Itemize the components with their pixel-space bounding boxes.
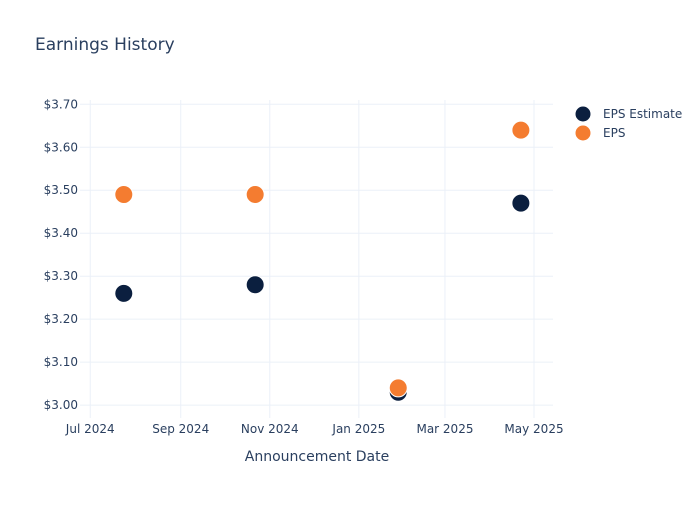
x-tick-label: Jul 2024	[65, 422, 115, 436]
x-tick-label: Sep 2024	[152, 422, 209, 436]
data-point-eps-estimate[interactable]	[114, 283, 134, 303]
legend-marker	[574, 124, 592, 142]
data-point-eps[interactable]	[245, 185, 265, 205]
x-tick-label: Nov 2024	[241, 422, 299, 436]
data-points	[114, 120, 531, 402]
legend-label: EPS	[603, 126, 625, 140]
legend-label: EPS Estimate	[603, 107, 682, 121]
y-tick-label: $3.60	[44, 140, 78, 154]
x-tick-label: Jan 2025	[331, 422, 385, 436]
legend: EPS Estimate EPS	[574, 105, 682, 142]
data-point-eps[interactable]	[511, 120, 531, 140]
data-point-eps-estimate[interactable]	[245, 275, 265, 295]
y-tick-label: $3.70	[44, 97, 78, 111]
y-tick-label: $3.40	[44, 226, 78, 240]
y-tick-label: $3.00	[44, 398, 78, 412]
chart-title: Earnings History	[35, 35, 175, 55]
grid-lines	[80, 100, 553, 418]
y-tick-label: $3.50	[44, 183, 78, 197]
x-axis-title: Announcement Date	[245, 449, 389, 465]
y-axis: $3.00 $3.10 $3.20 $3.30 $3.40 $3.50 $3.60 $3.70	[44, 97, 78, 412]
y-tick-label: $3.10	[44, 355, 78, 369]
data-point-eps-estimate[interactable]	[511, 193, 531, 213]
y-tick-label: $3.20	[44, 312, 78, 326]
y-tick-label: $3.30	[44, 269, 78, 283]
data-point-eps[interactable]	[114, 185, 134, 205]
x-tick-label: May 2025	[504, 422, 563, 436]
legend-marker	[574, 105, 592, 123]
data-point-eps[interactable]	[388, 378, 408, 398]
x-tick-label: Mar 2025	[416, 422, 473, 436]
x-axis: Jul 2024 Sep 2024 Nov 2024 Jan 2025 Mar 2025…	[65, 422, 564, 436]
